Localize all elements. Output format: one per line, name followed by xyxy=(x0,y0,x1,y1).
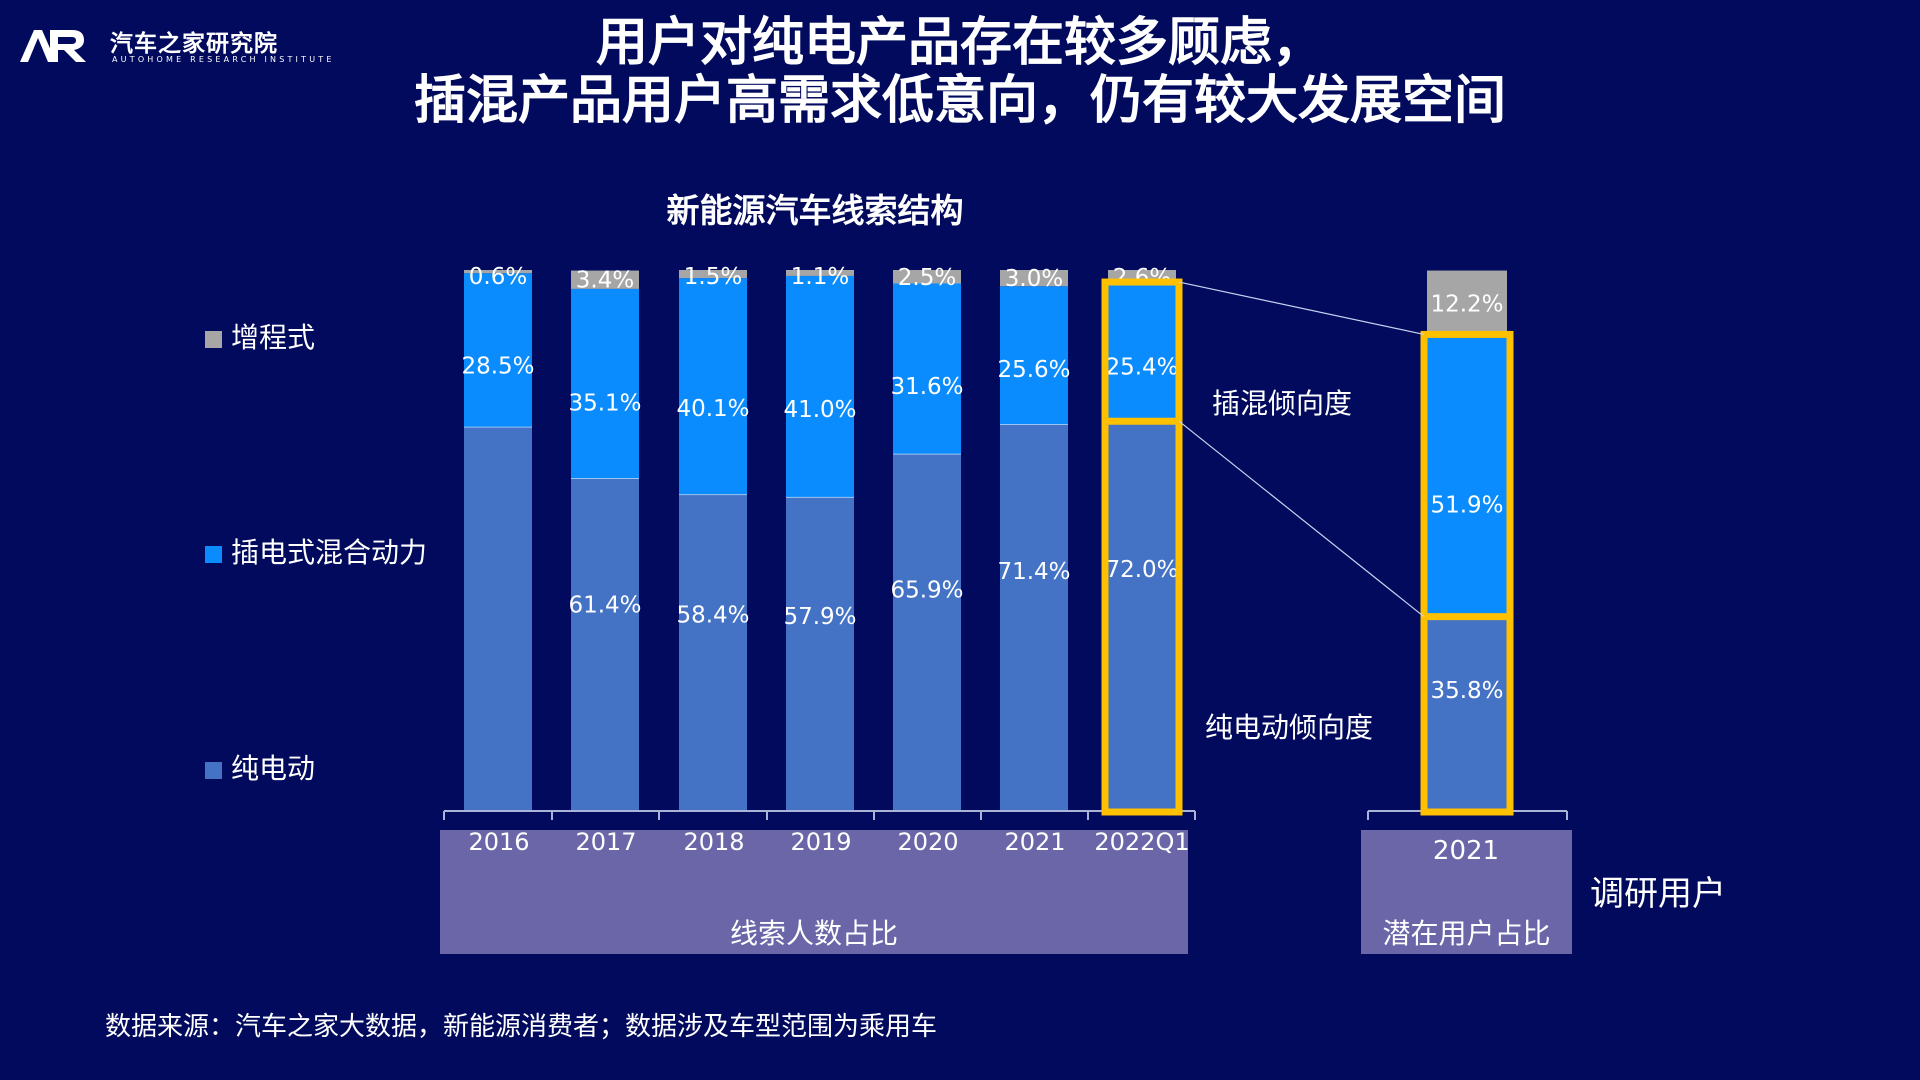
bar-segment-erev xyxy=(786,270,854,276)
data-label-phev: 31.6% xyxy=(890,374,963,400)
data-source: 数据来源：汽车之家大数据，新能源消费者；数据涉及车型范围为乘用车 xyxy=(105,1012,938,1042)
bar-segment-erev xyxy=(1000,270,1068,287)
data-label-erev: 3.0% xyxy=(1005,266,1063,292)
headline-line-1: 用户对纯电产品存在较多顾虑， xyxy=(595,13,1324,73)
autohome-logo-icon xyxy=(20,30,86,62)
bar-segment-phev xyxy=(893,283,961,455)
bar-segment-bev xyxy=(893,454,961,810)
data-label-phev: 51.9% xyxy=(1430,493,1503,519)
bar-segment-phev xyxy=(1427,336,1507,617)
group-label-potential: 潜在用户占比 xyxy=(1382,917,1551,950)
bar-segment-phev xyxy=(1108,284,1176,422)
headline-line-2: 插混产品用户高需求低意向，仍有较大发展空间 xyxy=(413,71,1506,131)
annotation-bev-tendency: 纯电动倾向度 xyxy=(1205,711,1374,744)
bar-segment-bev xyxy=(1108,421,1176,810)
data-label-erev: 3.4% xyxy=(576,268,634,294)
legend-swatch-bev xyxy=(205,762,222,779)
x-axis-box-potential xyxy=(1361,830,1572,954)
bar-segment-bev xyxy=(571,478,639,810)
data-label-erev: 12.2% xyxy=(1430,291,1503,317)
annotation-phev-tendency: 插混倾向度 xyxy=(1212,387,1353,420)
data-label-phev: 41.0% xyxy=(783,397,856,423)
chart-title: 新能源汽车线索结构 xyxy=(666,191,964,230)
legend-swatch-erev xyxy=(205,331,222,348)
data-label-erev: 2.5% xyxy=(898,265,956,291)
connector-line-top xyxy=(1178,281,1425,336)
bar-segment-phev xyxy=(464,273,532,428)
bar-segment-erev xyxy=(893,270,961,284)
data-label-erev: 0.6% xyxy=(469,264,527,290)
x-tick-label: 2018 xyxy=(683,828,745,856)
legend-label-erev: 增程式 xyxy=(231,321,316,354)
bar-segment-erev xyxy=(679,270,747,279)
data-label-bev: 72.0% xyxy=(1105,557,1178,583)
survey-users-label: 调研用户 xyxy=(1590,874,1726,914)
logo-subtext: AUTOHOME RESEARCH INSTITUTE xyxy=(112,55,335,64)
legend-item-erev: 增程式 xyxy=(205,320,315,356)
x-tick-label: 2022Q1 xyxy=(1094,828,1190,856)
data-label-bev: 61.4% xyxy=(568,592,641,618)
data-label-erev: 1.5% xyxy=(684,264,742,290)
highlight-survey-2021-outline xyxy=(1420,330,1514,816)
bar-segment-phev xyxy=(679,278,747,495)
x-tick-label: 2021 xyxy=(1004,828,1066,856)
data-label-erev: 1.1% xyxy=(791,264,849,290)
data-label-bev: 71.4% xyxy=(997,559,1070,585)
x-tick-label: 2016 xyxy=(468,828,530,856)
data-label-phev: 28.5% xyxy=(461,354,534,380)
logo-text: 汽车之家研究院 xyxy=(110,31,278,57)
legend-label-phev: 插电式混合动力 xyxy=(231,536,428,569)
x-tick-label: 2021 xyxy=(1432,836,1500,866)
group-label-leads: 线索人数占比 xyxy=(729,917,898,950)
data-label-bev: 65.9% xyxy=(890,577,963,603)
bar-segment-erev xyxy=(1427,270,1507,337)
data-label-bev: 35.8% xyxy=(1430,678,1503,704)
bar-segment-bev xyxy=(1000,424,1068,810)
bar-segment-bev xyxy=(464,427,532,810)
bar-segment-erev xyxy=(571,270,639,289)
bar-segment-bev xyxy=(1427,616,1507,810)
bar-segment-erev xyxy=(464,270,532,274)
data-label-phev: 25.6% xyxy=(997,357,1070,383)
data-label-phev: 40.1% xyxy=(676,396,749,422)
bar-segment-phev xyxy=(1000,286,1068,425)
connector-line-mid xyxy=(1178,420,1425,618)
bar-segment-bev xyxy=(679,494,747,810)
logo: 汽车之家研究院 AUTOHOME RESEARCH INSTITUTE xyxy=(18,24,331,72)
x-tick-label: 2020 xyxy=(897,828,959,856)
x-tick-label: 2017 xyxy=(575,828,637,856)
legend-label-bev: 纯电动 xyxy=(231,752,316,785)
legend-item-phev: 插电式混合动力 xyxy=(205,535,427,571)
bar-segment-phev xyxy=(571,288,639,479)
data-label-erev: 2.6% xyxy=(1113,265,1171,291)
bar-segment-bev xyxy=(786,497,854,810)
highlight-2022q1-outline xyxy=(1101,278,1183,816)
data-label-phev: 25.4% xyxy=(1105,354,1178,380)
x-tick-label: 2019 xyxy=(790,828,852,856)
legend-swatch-phev xyxy=(205,546,222,563)
legend-item-bev: 纯电动 xyxy=(205,751,315,787)
data-label-bev: 57.9% xyxy=(783,604,856,630)
data-label-phev: 35.1% xyxy=(568,391,641,417)
data-label-bev: 58.4% xyxy=(676,602,749,628)
bar-segment-phev xyxy=(786,275,854,498)
x-axis-box-leads xyxy=(440,830,1188,954)
